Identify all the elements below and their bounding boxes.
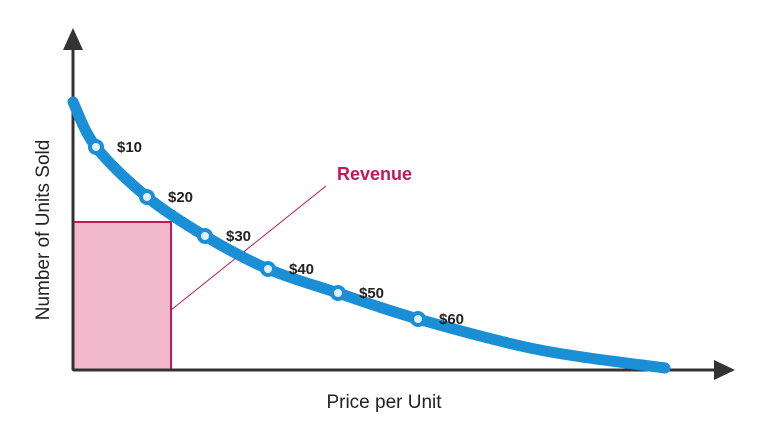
y-axis-label: Number of Units Sold <box>33 140 54 321</box>
x-axis-label: Price per Unit <box>326 392 442 413</box>
annotation-leader <box>170 185 327 311</box>
point-dot <box>143 193 151 201</box>
x-axis-arrow <box>714 360 735 380</box>
point-dot <box>414 315 422 323</box>
annotation: Revenue <box>337 164 412 184</box>
point-dot <box>92 143 100 151</box>
point-dot <box>201 232 209 240</box>
point-dot <box>334 289 342 297</box>
demand-curve <box>67 96 671 374</box>
point-dot <box>264 265 272 273</box>
revenue-area <box>72 221 172 371</box>
point-label: $20 <box>168 189 193 206</box>
point-label: $60 <box>439 311 464 328</box>
point-label: $40 <box>289 261 314 278</box>
y-axis-arrow <box>63 28 83 50</box>
point-label: $10 <box>117 139 142 156</box>
point-label: $50 <box>359 285 384 302</box>
point-label: $30 <box>226 228 251 245</box>
